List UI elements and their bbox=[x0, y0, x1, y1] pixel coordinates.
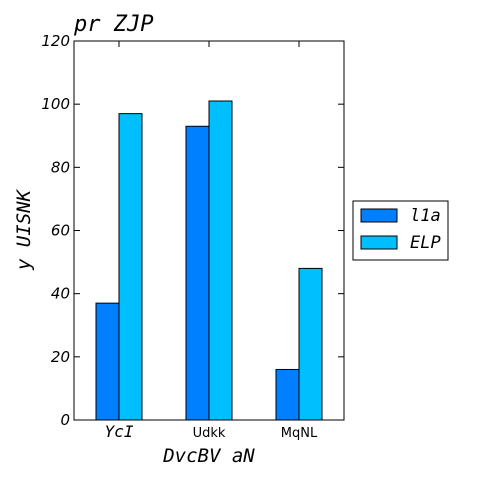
bar-l1a-Udkk bbox=[185, 125, 210, 421]
y-tick-label: 0 bbox=[60, 411, 70, 429]
bar-ELP-YcI bbox=[118, 113, 143, 421]
bar-ELP-Udkk bbox=[208, 100, 233, 421]
legend: l1a ELP bbox=[352, 200, 449, 261]
y-tick-label: 20 bbox=[51, 348, 70, 366]
bar-l1a-MqNL bbox=[275, 368, 300, 421]
plot-frame bbox=[73, 40, 345, 421]
chart-title: pr ZJP bbox=[73, 12, 153, 37]
y-tick-label: 80 bbox=[51, 158, 70, 176]
x-tick-label: MqNL bbox=[281, 426, 318, 441]
x-tick-label: YcI bbox=[105, 422, 134, 441]
y-tick-label: 100 bbox=[41, 95, 70, 113]
legend-label-ELP: ELP bbox=[410, 233, 441, 253]
legend-swatch-l1a bbox=[360, 208, 398, 223]
bar-ELP-MqNL bbox=[298, 267, 323, 421]
x-axis-label: DvcBV aN bbox=[162, 445, 255, 467]
y-tick-label: 60 bbox=[51, 222, 70, 240]
legend-swatch-ELP bbox=[360, 235, 398, 250]
x-axis-ticks: YcI Udkk MqNL bbox=[105, 41, 318, 441]
x-tick-label: Udkk bbox=[193, 426, 226, 441]
y-axis-label: y UISNK bbox=[13, 188, 35, 271]
bars-group bbox=[95, 100, 323, 421]
y-tick-label: 40 bbox=[51, 285, 70, 303]
bar-l1a-YcI bbox=[95, 302, 120, 421]
y-axis-ticks: 0 20 40 60 80 100 120 bbox=[41, 32, 344, 429]
y-tick-label: 120 bbox=[41, 32, 70, 50]
legend-label-l1a: l1a bbox=[410, 206, 441, 226]
